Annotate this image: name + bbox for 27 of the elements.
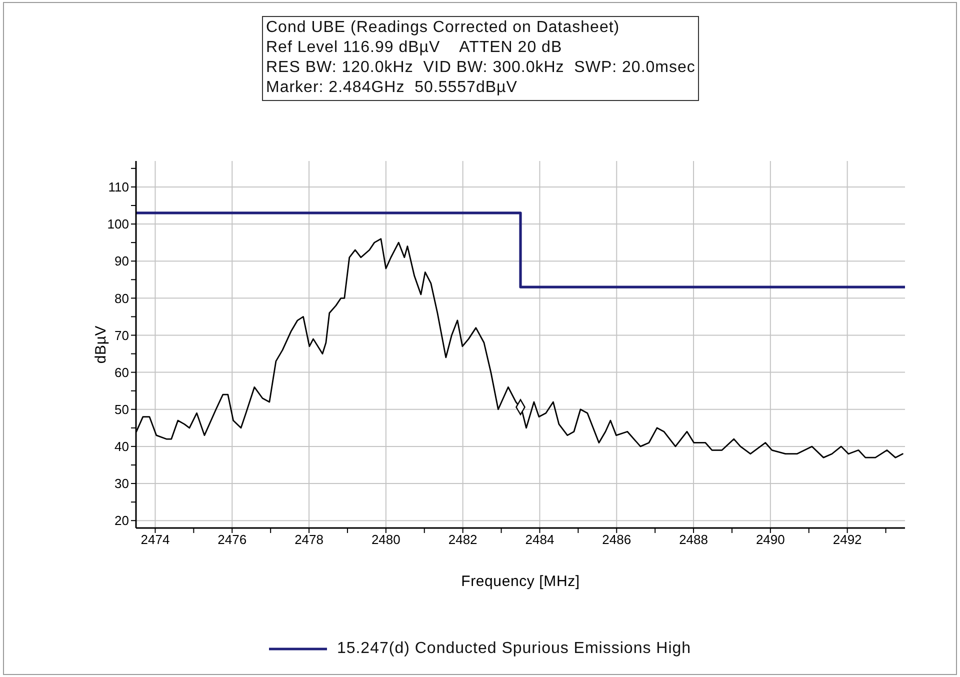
x-tick-label: 2474 xyxy=(140,532,170,548)
y-tick-label: 30 xyxy=(114,476,129,492)
legend-label: 15.247(d) Conducted Spurious Emissions High xyxy=(336,640,692,658)
text: RES BW: 120.0kHz VID BW: 300.0kHz SWP: 20.0msec xyxy=(266,58,696,78)
x-tick-label: 2490 xyxy=(756,532,785,548)
y-tick-label: 50 xyxy=(114,402,129,417)
y-tick-label: 110 xyxy=(108,180,129,195)
x-tick-label: 2488 xyxy=(679,532,708,548)
x-tick-label: 2480 xyxy=(371,532,400,548)
y-axis-title: dBµV xyxy=(92,325,110,364)
x-tick-label: 2486 xyxy=(602,532,632,548)
x-tick-label: 2482 xyxy=(448,532,478,548)
x-tick-label: 2476 xyxy=(218,532,247,548)
y-tick-label: 80 xyxy=(114,290,129,306)
x-tick-label: 2484 xyxy=(525,532,554,548)
y-tick-label: 70 xyxy=(114,328,129,343)
y-tick-label: 60 xyxy=(114,364,129,380)
x-axis-title: Frequency [MHz] xyxy=(461,573,580,590)
text: Ref Level 116.99 dBµV ATTEN 20 dB xyxy=(266,38,564,58)
x-tick-label: 2492 xyxy=(832,532,862,548)
x-tick-label: 2478 xyxy=(294,532,324,548)
y-tick-label: 90 xyxy=(114,254,129,269)
text: Marker: 2.484GHz 50.5557dBµV xyxy=(266,78,518,98)
y-tick-label: 40 xyxy=(114,439,129,454)
y-tick-label: 20 xyxy=(114,513,129,528)
y-tick-label: 100 xyxy=(107,216,129,232)
chart-title: Cond UBE (Readings Corrected on Datasheet) xyxy=(266,18,621,38)
